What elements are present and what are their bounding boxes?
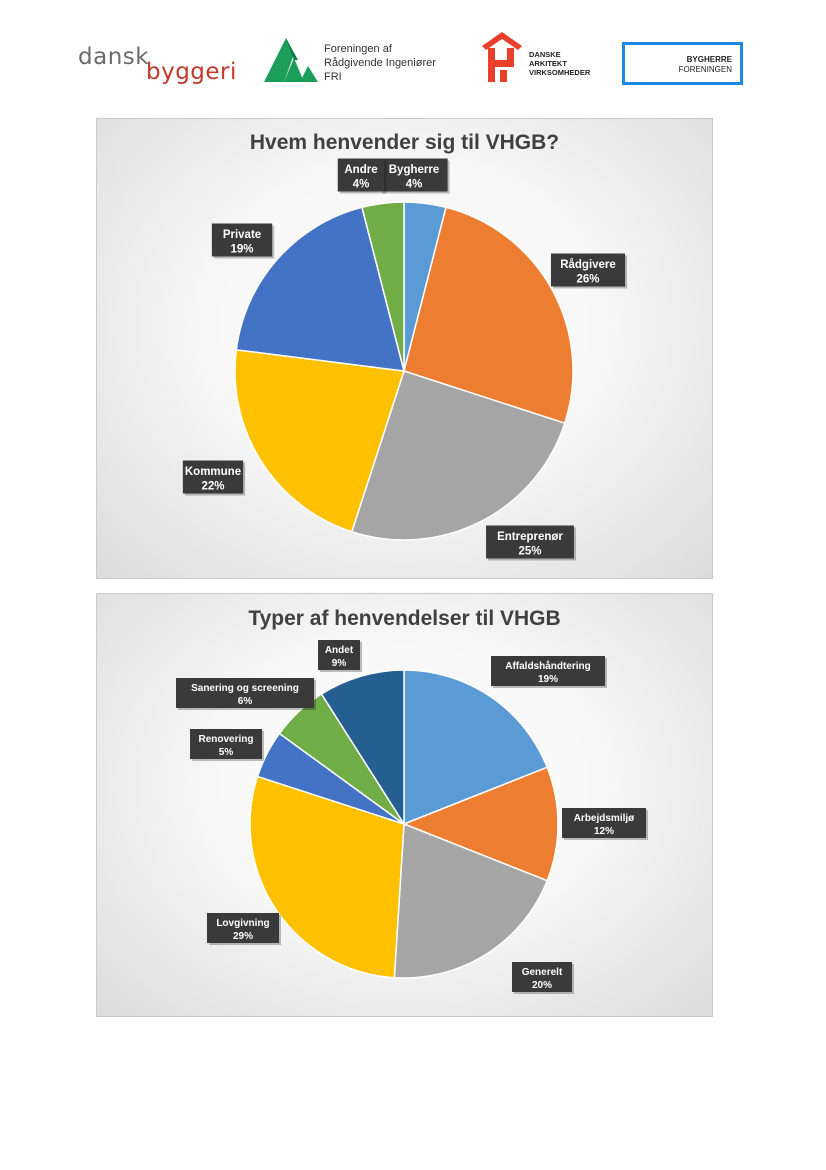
logo-bar: dansk byggeri Foreningen af Rådgivende I… bbox=[0, 0, 826, 110]
data-label-affaldshaandtering: Affaldshåndtering 19% bbox=[491, 656, 607, 688]
data-label-lovgivning: Lovgivning 29% bbox=[207, 913, 281, 945]
label-value: 25% bbox=[518, 546, 541, 558]
data-label-entreprenoer: Entreprenør 25% bbox=[486, 525, 576, 561]
data-label-arbejdsmiljoe: Arbejdsmiljø 12% bbox=[562, 808, 648, 840]
data-label-andre: Andre 4% bbox=[337, 158, 387, 194]
label-value: 9% bbox=[332, 658, 347, 669]
label-value: 20% bbox=[532, 980, 552, 991]
label-box bbox=[337, 158, 385, 192]
label-category: Entreprenør bbox=[497, 531, 563, 543]
label-category: Kommune bbox=[185, 466, 241, 478]
label-box bbox=[512, 962, 572, 992]
chart-title: Typer af henvendelser til VHGB bbox=[248, 607, 561, 630]
pie-slice-lovgivning bbox=[249, 775, 405, 979]
pie-slice-andre bbox=[361, 201, 405, 372]
label-category: Private bbox=[223, 229, 261, 241]
data-label-bygherre: Bygherre 4% bbox=[380, 158, 450, 194]
danske-arkitekt-virksomheder-logo: DANSKE ARKITEKT VIRKSOMHEDER bbox=[478, 30, 598, 86]
label-value: 5% bbox=[219, 747, 234, 758]
label-category: Affaldshåndtering bbox=[505, 660, 591, 672]
data-labels: Bygherre 4% Rådgivere 26% Entreprenør 25% Komm… bbox=[182, 158, 628, 561]
pie-slices bbox=[249, 669, 559, 979]
pie-chart-request-types: Typer af henvendelser til VHGB Affaldshå… bbox=[96, 593, 713, 1017]
pie-chart-svg: Bygherre 4% Rådgivere 26% Entreprenør 25% Komm… bbox=[182, 158, 628, 561]
label-category: Renovering bbox=[198, 734, 253, 745]
label-box bbox=[550, 253, 626, 287]
label-value: 12% bbox=[594, 826, 614, 837]
pie-chart-requesters: Hvem henvender sig til VHGB? Bygherre 4% R… bbox=[96, 118, 713, 579]
label-value: 4% bbox=[406, 179, 423, 191]
bygherreforeningen-logo: BYGHERRE FORENINGEN bbox=[622, 42, 743, 85]
label-box bbox=[562, 808, 646, 838]
data-label-andet: Andet 9% bbox=[318, 640, 362, 672]
label-box bbox=[318, 640, 360, 670]
label-box bbox=[190, 729, 262, 759]
data-label-kommune: Kommune 22% bbox=[182, 460, 246, 496]
label-category: Arbejdsmiljø bbox=[574, 813, 635, 824]
pie-slices bbox=[234, 201, 574, 541]
pie-slice-raadgivere bbox=[403, 206, 574, 425]
label-category: Lovgivning bbox=[216, 918, 269, 929]
pie-slice-arbejdsmiljoe bbox=[401, 766, 559, 882]
fri-logo: Foreningen af Rådgivende Ingeniører FRI bbox=[264, 36, 464, 86]
label-value: 29% bbox=[233, 931, 253, 942]
fri-mountain-icon bbox=[264, 38, 318, 82]
chart-title: Hvem henvender sig til VHGB? bbox=[249, 131, 560, 154]
label-box bbox=[176, 678, 314, 708]
data-label-private: Private 19% bbox=[211, 223, 275, 259]
label-box bbox=[491, 656, 605, 686]
label-box bbox=[182, 460, 244, 494]
pie-slice-kommune bbox=[234, 348, 405, 533]
label-category: Andet bbox=[325, 645, 354, 656]
label-value: 19% bbox=[538, 674, 558, 685]
label-box bbox=[207, 913, 279, 943]
label-value: 26% bbox=[576, 274, 599, 286]
label-category: Rådgivere bbox=[560, 259, 616, 271]
pie-slice-private bbox=[235, 206, 406, 372]
dansk-byggeri-logo: dansk byggeri bbox=[78, 44, 237, 85]
label-value: 6% bbox=[238, 696, 253, 707]
label-value: 22% bbox=[201, 481, 224, 493]
label-box bbox=[486, 525, 574, 559]
pie-slice-generelt bbox=[393, 822, 549, 979]
label-value: 4% bbox=[353, 179, 370, 191]
pie-slice-andet bbox=[320, 669, 405, 827]
label-category: Generelt bbox=[522, 967, 563, 978]
label-category: Bygherre bbox=[389, 164, 440, 176]
data-label-generelt: Generelt 20% bbox=[512, 962, 574, 994]
label-value: 19% bbox=[230, 244, 253, 256]
pie-slice-entreprenoer bbox=[350, 370, 566, 541]
pie-chart-svg: Affaldshåndtering 19% Arbejdsmiljø 12% Gener… bbox=[176, 640, 648, 994]
label-box bbox=[211, 223, 273, 257]
dav-house-icon bbox=[482, 32, 522, 82]
label-category: Andre bbox=[344, 164, 377, 176]
data-label-renovering: Renovering 5% bbox=[190, 729, 264, 761]
data-label-sanering-og-screening: Sanering og screening 6% bbox=[176, 678, 316, 710]
label-box bbox=[380, 158, 448, 192]
label-category: Sanering og screening bbox=[191, 683, 299, 694]
data-label-raadgivere: Rådgivere 26% bbox=[550, 253, 628, 289]
data-labels: Affaldshåndtering 19% Arbejdsmiljø 12% Gener… bbox=[176, 640, 648, 994]
pie-slice-affaldshaandtering bbox=[403, 669, 549, 826]
